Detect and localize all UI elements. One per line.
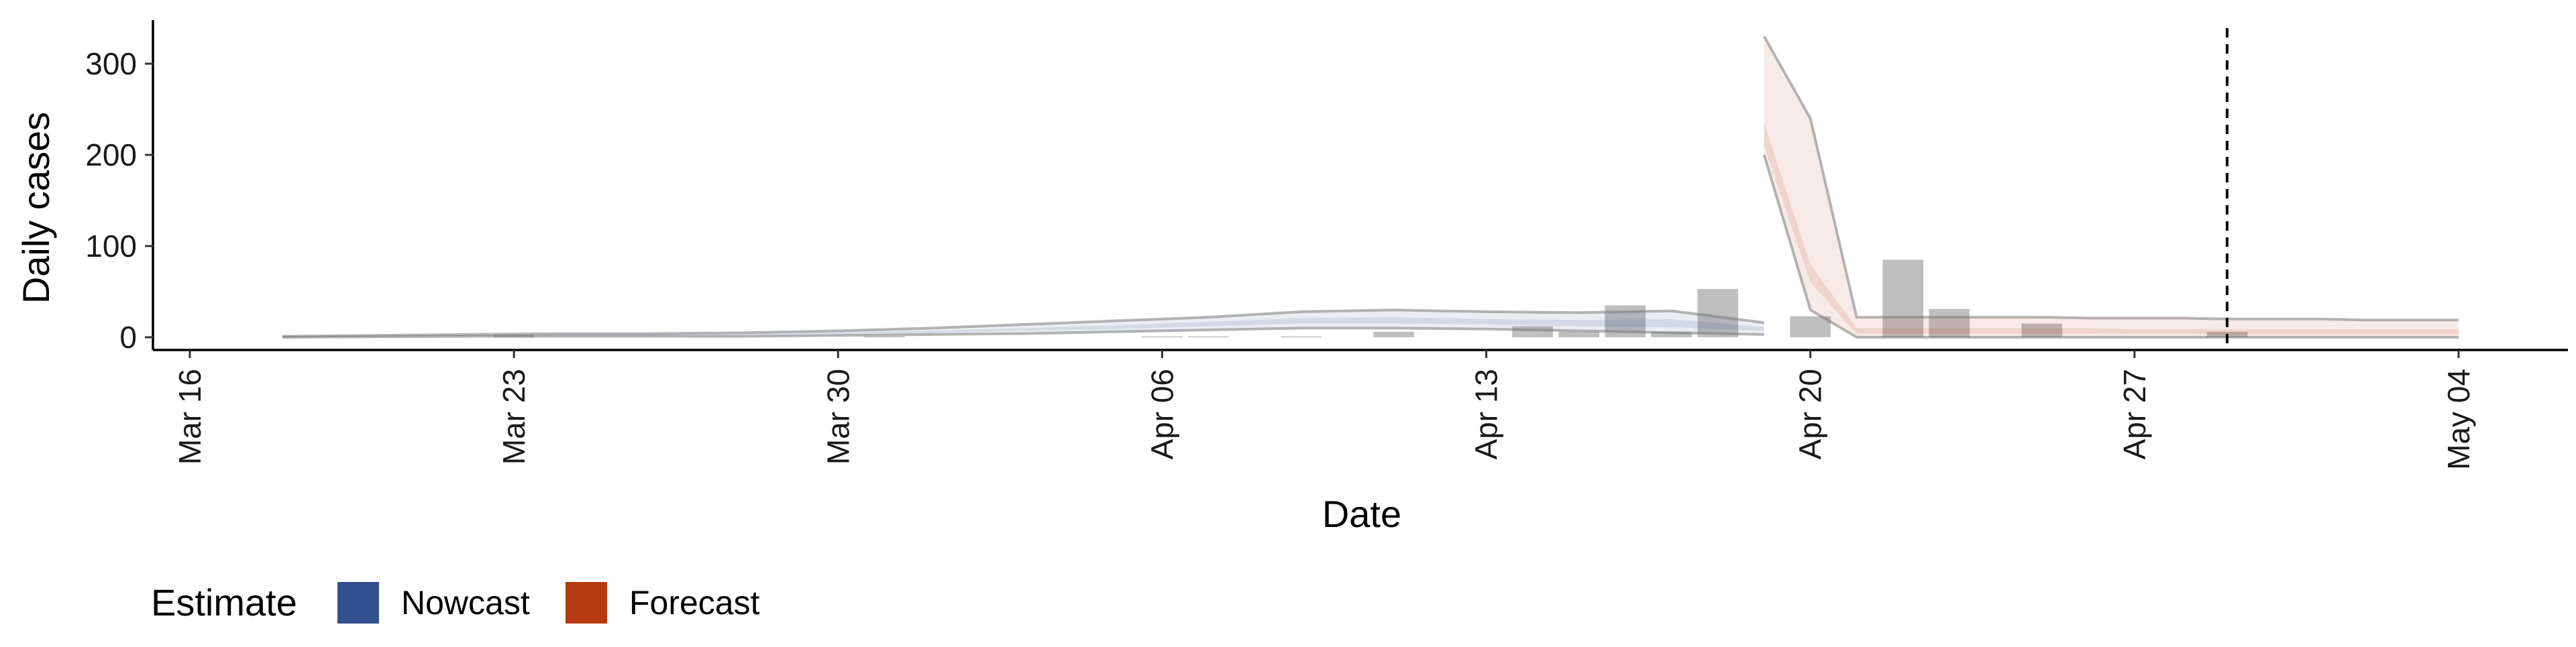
x-tick-label-3: Apr 06 [1144, 369, 1179, 460]
forecast-lower-line [1764, 155, 2459, 337]
legend: Estimate Nowcast Forecast [151, 581, 760, 624]
y-axis-title: Daily cases [15, 112, 57, 304]
ticks-layer: 0 100 200 300 Mar 16 Mar 23 Mar 30 Apr 06 Apr 13… [85, 46, 2476, 470]
x-tick-label-1: Mar 23 [496, 369, 531, 465]
bar-2020-04-09 [1281, 337, 1322, 338]
x-axis-title: Date [1322, 493, 1401, 535]
x-tick-label-7: May 04 [2441, 369, 2476, 470]
bar-2020-03-31 [864, 337, 905, 338]
y-tick-label-100: 100 [85, 229, 137, 263]
legend-title: Estimate [151, 581, 297, 624]
legend-label-nowcast: Nowcast [401, 584, 530, 622]
forecast-inner-band [1764, 123, 2459, 335]
x-tick-label-0: Mar 16 [172, 369, 207, 465]
bar-2020-04-11 [1373, 332, 1414, 337]
bar-2020-04-15 [1558, 332, 1599, 337]
bar-2020-04-06 [1142, 337, 1183, 338]
bands-layer [282, 36, 2459, 337]
forecast-outer-band [1764, 36, 2459, 337]
legend-label-forecast: Forecast [629, 584, 760, 622]
legend-swatch-forecast [566, 582, 607, 624]
x-tick-label-6: Apr 27 [2117, 369, 2152, 460]
y-tick-label-200: 200 [85, 137, 137, 172]
legend-swatch-nowcast [337, 582, 379, 624]
x-tick-label-2: Mar 30 [820, 369, 855, 465]
bar-2020-04-07 [1188, 337, 1229, 338]
forecast-upper-line [1764, 36, 2459, 320]
x-tick-label-4: Apr 13 [1469, 369, 1504, 460]
y-tick-label-300: 300 [85, 46, 137, 81]
axes-layer [153, 20, 2568, 350]
y-tick-label-0: 0 [119, 320, 137, 355]
x-tick-label-5: Apr 20 [1793, 369, 1828, 460]
